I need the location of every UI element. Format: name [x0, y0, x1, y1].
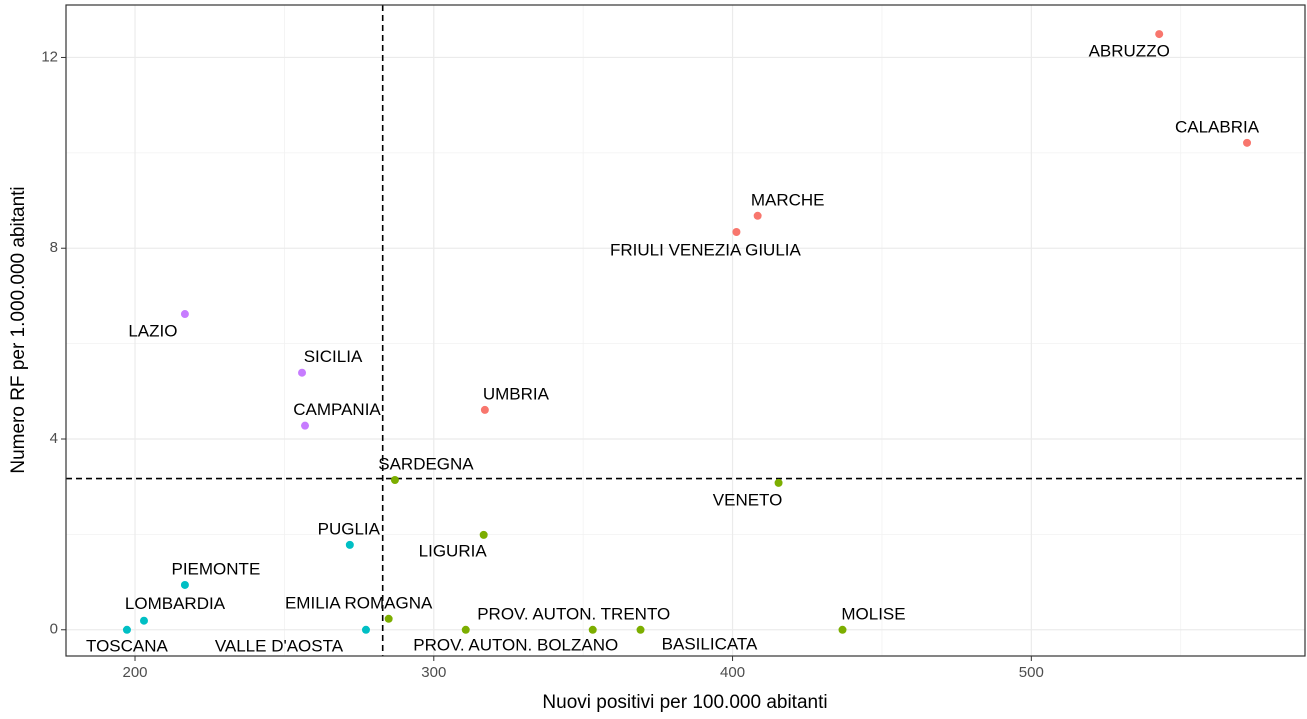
point-label: VALLE D'AOSTA [215, 636, 344, 655]
point [390, 476, 399, 485]
point [753, 211, 762, 220]
point-label: VENETO [713, 490, 783, 509]
point [479, 530, 488, 539]
point [838, 625, 847, 634]
point-label: EMILIA ROMAGNA [285, 593, 433, 612]
y-tick-label: 0 [50, 621, 58, 638]
x-tick-label: 200 [123, 664, 148, 681]
point-label: LOMBARDIA [125, 594, 226, 613]
point-label: MARCHE [751, 190, 825, 209]
point [384, 614, 393, 623]
point [588, 625, 597, 634]
point-label: FRIULI VENEZIA GIULIA [610, 240, 801, 259]
point [732, 228, 741, 237]
panel-border [65, 4, 1306, 657]
point [774, 478, 783, 487]
y-tick-label: 12 [41, 48, 58, 65]
point [180, 310, 189, 319]
point-label: TOSCANA [86, 636, 169, 655]
point [345, 540, 354, 549]
point-label: MOLISE [841, 604, 905, 623]
point [461, 625, 470, 634]
point [1155, 30, 1164, 39]
point-label: PROV. AUTON. TRENTO [477, 604, 670, 623]
point-label: BASILICATA [662, 634, 758, 653]
point-label: PUGLIA [318, 519, 381, 538]
x-tick-label: 500 [1019, 664, 1044, 681]
y-tick-label: 4 [50, 430, 58, 447]
point [180, 580, 189, 589]
point [1243, 138, 1252, 147]
point [636, 625, 645, 634]
y-tick-label: 8 [50, 239, 58, 256]
point [361, 625, 370, 634]
point [298, 368, 307, 377]
point-label: PIEMONTE [172, 559, 261, 578]
point-label: LAZIO [128, 322, 177, 341]
x-axis-title: Nuovi positivi per 100.000 abitanti [542, 692, 827, 713]
point-label: ABRUZZO [1089, 42, 1170, 61]
point-label: SARDEGNA [378, 454, 474, 473]
point [122, 625, 131, 634]
point-label: LIGURIA [419, 541, 488, 560]
point-label: SICILIA [304, 347, 363, 366]
y-axis-title: Numero RF per 1.000.000 abitanti [8, 186, 29, 473]
point [301, 421, 310, 430]
point-label: CALABRIA [1175, 117, 1260, 136]
point-label: PROV. AUTON. BOLZANO [413, 635, 618, 654]
x-tick-label: 300 [421, 664, 446, 681]
point [480, 405, 489, 414]
point-label: CAMPANIA [293, 400, 381, 419]
x-tick-label: 400 [720, 664, 745, 681]
point-label: UMBRIA [483, 384, 550, 403]
point [139, 616, 148, 625]
